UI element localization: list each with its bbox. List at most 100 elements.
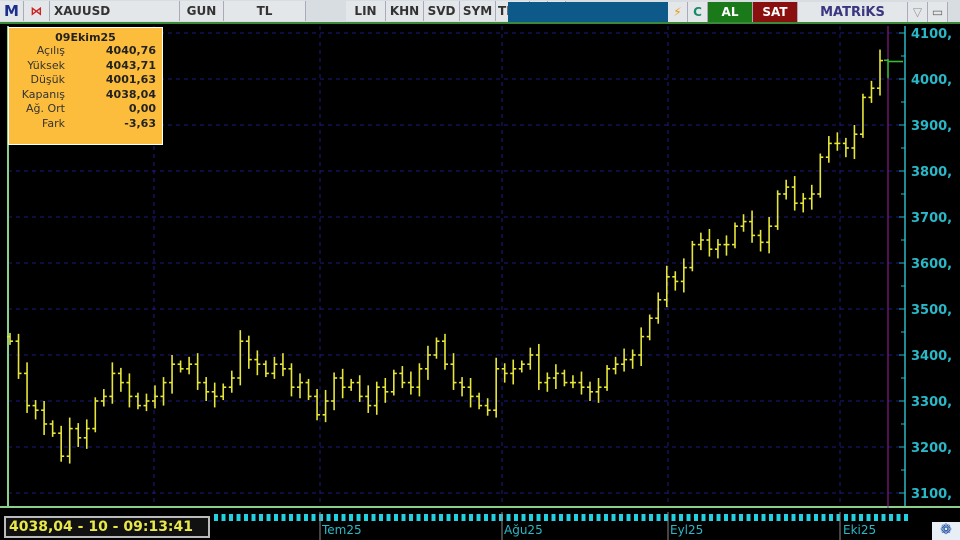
price-chart[interactable]: 3100, 3200, 3300, 3400, 3500, 3600, 3700, 3800,… [0,26,960,508]
time-tick [394,514,398,521]
ytick-label: 4100, [911,27,952,42]
time-tick [596,514,601,521]
time-tick [289,514,293,521]
time-tick [274,514,278,521]
gun-button[interactable]: GUN [180,1,224,21]
symbol-field[interactable]: XAUUSD [50,1,180,21]
time-tick [634,514,638,521]
time-tick [874,514,878,521]
time-tick [694,514,698,521]
svd-button[interactable]: SVD [424,1,460,21]
time-tick [761,514,766,521]
ytick-label: 3500, [911,303,952,318]
ytick-label: 3800, [911,165,952,180]
time-tick [229,514,233,521]
time-tick [844,514,848,521]
time-tick [776,514,781,521]
info-row-low: Düşük 4001,63 [30,73,156,86]
ytick-label: 4000, [911,73,952,88]
time-axis[interactable]: 4038,04 - 10 - 09:13:41 Tem25 Ağu25 Eyl2… [0,508,960,540]
tl-button[interactable]: TL [224,1,306,21]
corner-logo-icon[interactable]: ❁ [932,522,960,540]
sym-button[interactable]: SYM [460,1,496,21]
time-tick [364,514,368,521]
time-tick [379,514,383,521]
toolbar: M ⋈ XAUUSD GUN TL LIN KHN SVD SYM TMP ▼ … [0,0,960,24]
time-tick [469,514,473,521]
time-tick [731,514,736,521]
time-tick [626,514,631,521]
xtick-label: Ağu25 [504,523,543,537]
time-tick [836,514,841,521]
time-tick [716,514,721,521]
time-tick [821,514,826,521]
minimize-button[interactable]: ▽ [908,2,928,22]
info-row-avg: Ağ. Ort 0,00 [26,102,156,115]
time-tick [476,514,481,521]
time-tick [499,514,503,521]
time-tick [236,514,241,521]
ytick-label: 3600, [911,257,952,272]
time-tick [281,514,286,521]
ytick-label: 3200, [911,441,952,456]
time-tick [319,514,323,521]
time-tick [611,514,616,521]
time-tick [866,514,871,521]
info-row-open: Açılış 4040,76 [36,44,156,57]
time-tick [641,514,646,521]
time-tick [544,514,548,521]
ohlc-info-box: 09Ekim25 Açılış 4040,76 Yüksek 4043,71 Düş… [8,27,163,145]
time-tick [574,514,578,521]
time-tick [521,514,526,521]
time-tick [806,514,811,521]
time-tick [619,514,623,521]
time-tick [326,514,331,521]
time-tick [724,514,728,521]
time-tick [649,514,653,521]
time-tick [889,514,893,521]
time-tick [529,514,533,521]
time-tick [859,514,863,521]
info-date: 09Ekim25 [55,31,116,44]
time-tick [431,514,436,521]
time-tick [566,514,571,521]
time-tick [784,514,788,521]
restore-button[interactable]: ▭ [928,2,948,22]
time-tick [356,514,361,521]
time-tick [896,514,901,521]
time-tick [491,514,496,521]
chart-type-icon[interactable]: ⋈ [24,1,50,21]
time-tick [739,514,743,521]
lightning-icon[interactable]: ⚡ [668,2,688,22]
time-tick [416,514,421,521]
time-tick [709,514,713,521]
time-tick [334,514,338,521]
sell-button[interactable]: SAT [753,2,798,22]
matriks-logo[interactable]: M [0,1,24,21]
time-tick [686,514,691,521]
lin-button[interactable]: LIN [346,1,386,21]
info-row-close: Kapanış 4038,04 [21,87,156,101]
khn-button[interactable]: KHN [386,1,424,21]
ytick-label: 3900, [911,119,952,134]
xtick-label: Eki25 [843,523,877,537]
time-tick [244,514,248,521]
refresh-button[interactable]: C [688,2,708,22]
toolbar-spacer [508,2,668,22]
info-row-high: Yüksek 4043,71 [27,58,156,72]
time-tick [754,514,758,521]
time-tick [221,514,226,521]
ytick-label: 3300, [911,395,952,410]
xtick-label: Tem25 [322,523,362,537]
time-tick [679,514,683,521]
ytick-label: 3100, [911,487,952,502]
buy-button[interactable]: AL [708,2,753,22]
time-tick [799,514,803,521]
xtick-label: Eyl25 [670,523,704,537]
chart-svg[interactable]: 3100, 3200, 3300, 3400, 3500, 3600, 3700, 3800,… [0,26,960,508]
time-tick [266,514,271,521]
time-tick [371,514,376,521]
cursor-readout: 4038,04 - 10 - 09:13:41 [4,516,210,538]
time-tick [746,514,751,521]
time-tick [439,514,443,521]
